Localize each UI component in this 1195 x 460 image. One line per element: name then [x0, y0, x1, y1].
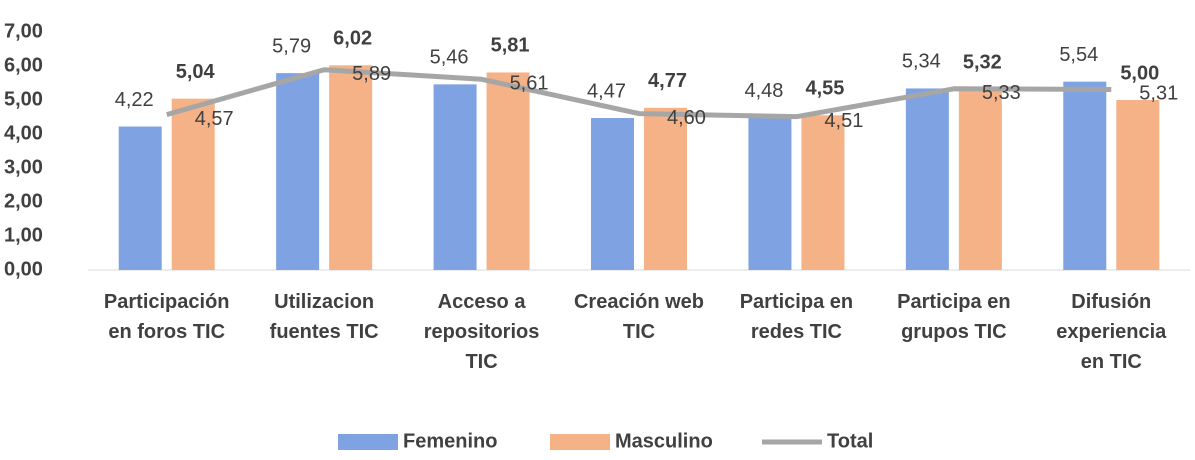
x-tick-label: Participa en grupos TIC	[897, 291, 1011, 343]
y-tick-label: 7,00	[4, 20, 43, 42]
bar	[1063, 81, 1107, 270]
bar	[433, 84, 477, 270]
bar	[486, 72, 530, 271]
value-label: 4,60	[667, 107, 706, 129]
value-label: 4,77	[648, 70, 687, 92]
value-label: 4,55	[805, 78, 844, 100]
x-tick-label: Participación en foros TIC	[103, 291, 230, 343]
bar	[329, 65, 373, 270]
legend-label: Femenino	[403, 430, 497, 452]
value-label: 4,22	[115, 89, 154, 111]
bar	[118, 126, 162, 271]
value-label: 5,34	[902, 51, 941, 73]
value-label: 4,57	[195, 108, 234, 130]
value-label: 4,48	[744, 80, 783, 102]
bar	[958, 89, 1002, 271]
bar	[801, 115, 845, 270]
bar	[748, 117, 792, 271]
value-label: 5,79	[272, 35, 311, 57]
line	[166, 67, 1112, 120]
x-tick-label: Acceso a repositorios TIC	[423, 291, 540, 373]
value-label: 4,51	[824, 110, 863, 132]
x-tick-label: Difusión experiencia en TIC	[1056, 291, 1167, 373]
value-label: 5,32	[963, 51, 1002, 73]
x-tick-label: Participa en redes TIC	[739, 291, 854, 343]
y-tick-label: 4,00	[4, 122, 43, 144]
bar	[905, 88, 949, 270]
legend-swatch	[550, 434, 610, 450]
y-tick-label: 6,00	[4, 54, 43, 76]
value-label: 5,61	[510, 73, 549, 95]
value-label: 4,47	[587, 80, 626, 102]
bar	[171, 98, 215, 270]
value-label: 5,54	[1059, 44, 1098, 66]
value-label: 5,81	[491, 35, 530, 57]
value-label: 5,31	[1139, 83, 1178, 105]
bar	[644, 107, 687, 270]
y-tick-label: 1,00	[4, 224, 43, 246]
value-label: 5,33	[982, 82, 1021, 104]
x-tick-label: Creación web TIC	[573, 291, 705, 343]
y-tick-label: 0,00	[4, 258, 43, 280]
value-label: 5,46	[430, 47, 469, 69]
legend-label: Total	[827, 430, 873, 452]
legend-label: Masculino	[615, 430, 713, 452]
value-label: 6,02	[333, 28, 372, 50]
y-tick-label: 2,00	[4, 190, 43, 212]
bar	[276, 73, 320, 270]
value-label: 5,89	[352, 63, 391, 85]
legend-swatch	[338, 434, 398, 450]
y-tick-label: 5,00	[4, 88, 43, 110]
value-label: 5,04	[176, 61, 216, 83]
y-tick-label: 3,00	[4, 156, 43, 178]
x-tick-label: Utilizacion fuentes TIC	[269, 291, 379, 343]
bar	[1116, 100, 1160, 270]
bar	[591, 118, 634, 271]
value-label: 5,00	[1120, 62, 1159, 84]
